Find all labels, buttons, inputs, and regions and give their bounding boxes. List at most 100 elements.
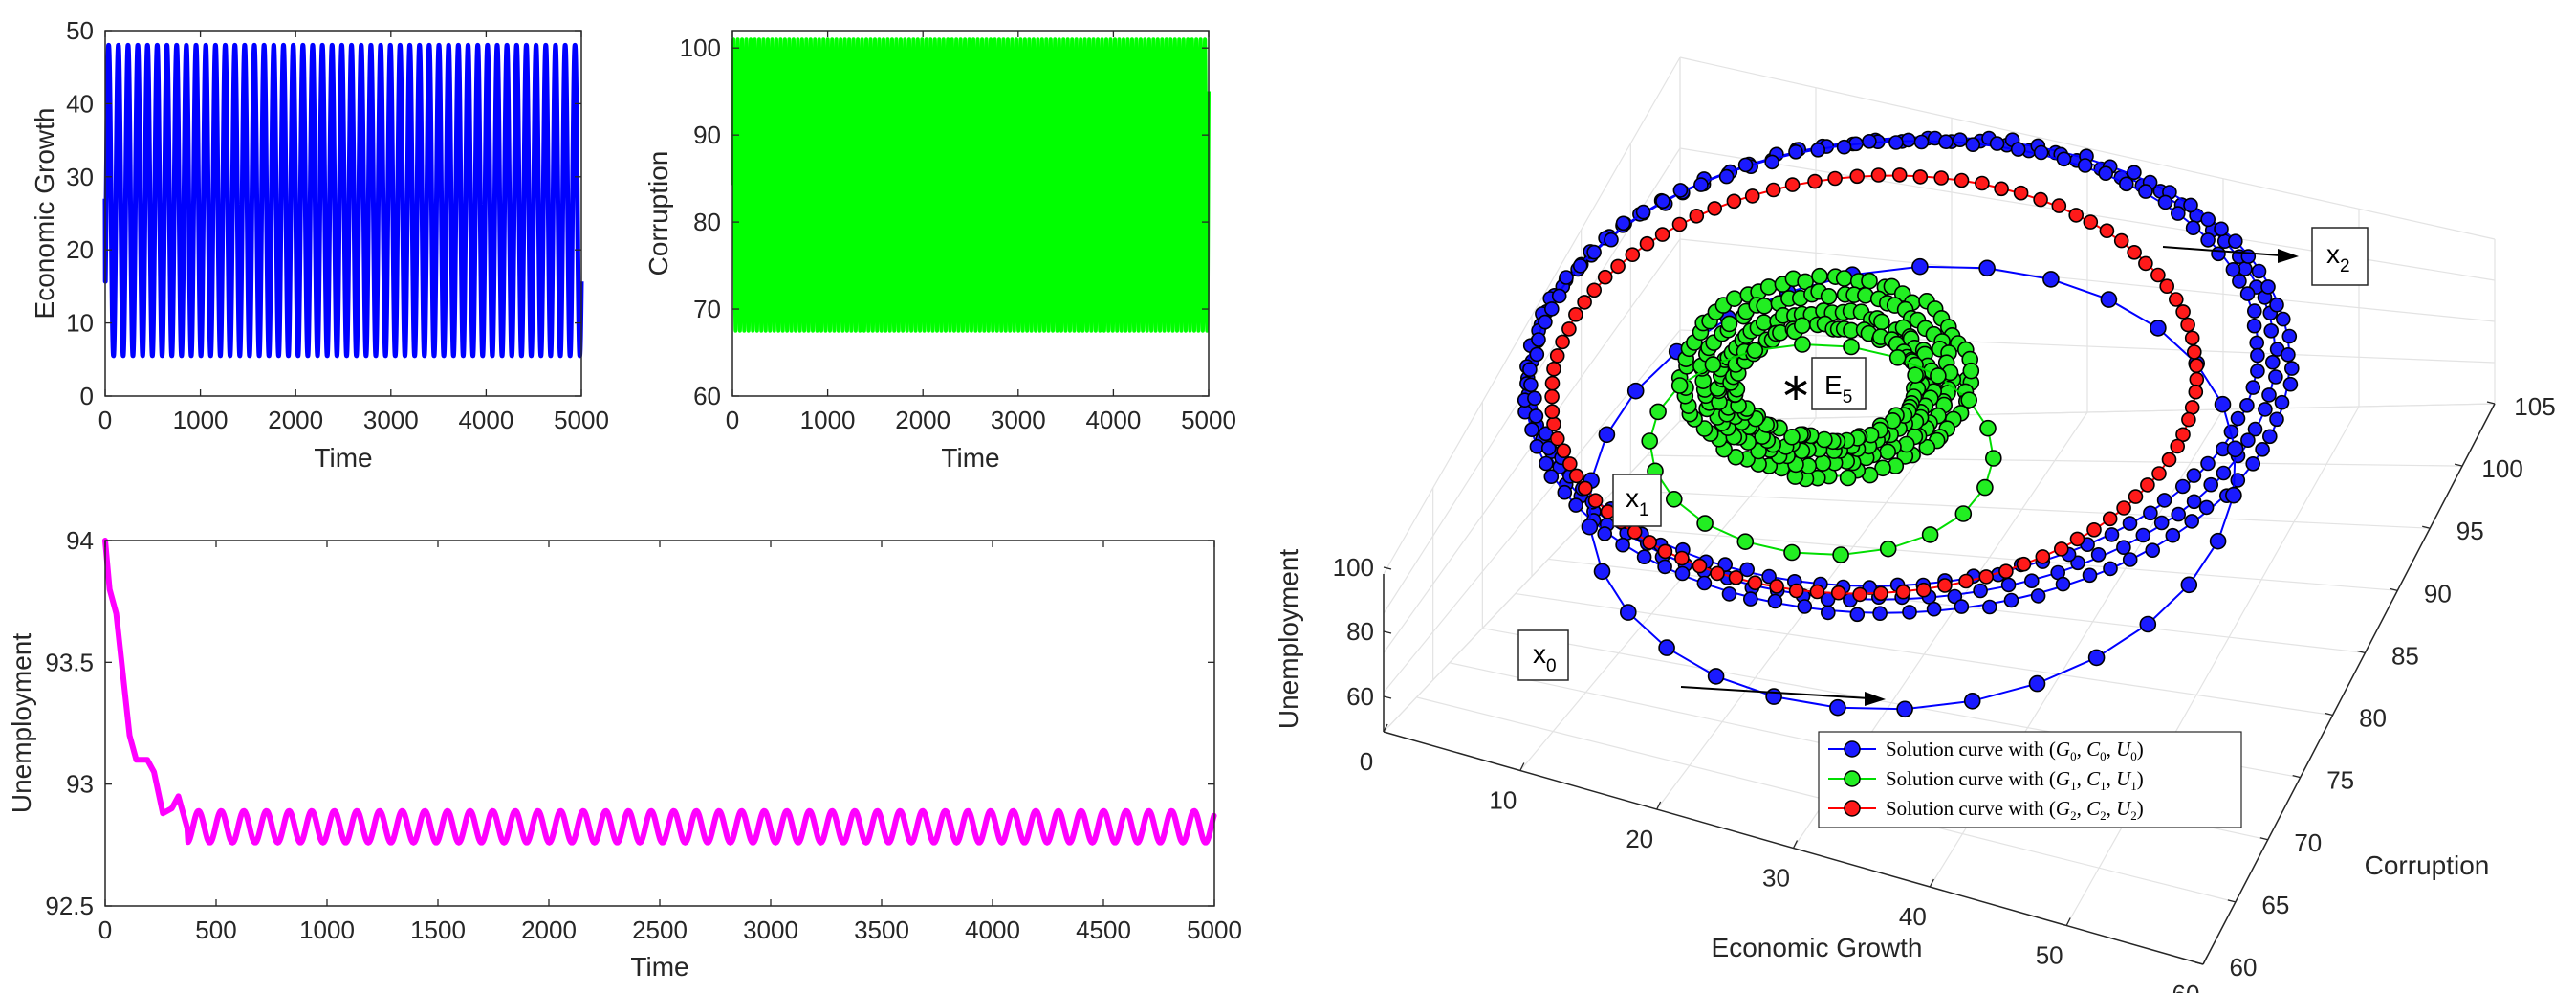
phase-series-0-point [1538,314,1553,330]
phase-series-2-point [1809,584,1825,600]
phase-series-0-point [2103,561,2118,577]
phase-gridline-floor-y-7 [1614,489,2431,529]
phase-series-0-point [2165,527,2181,543]
phase-series-0-point [1797,599,1813,614]
phase-series-0-point [2249,335,2264,351]
phase-series-0-point [2250,347,2265,364]
phase-z-tick-label-0: 60 [1346,682,1374,711]
phase-series-2-point [1674,550,1690,566]
phase-series-0-point [2138,184,2153,199]
phase-series-0-point [1604,232,1619,248]
phase-series-0-point [2226,440,2244,458]
phase-series-2-point [1639,235,1655,252]
phase-y-tick-mark-1 [2227,899,2237,903]
phase-series-0-point [1888,135,1904,150]
phase-series-0-point [2184,514,2199,529]
growth-x-tick-label-5: 5000 [554,406,609,434]
phase-z-ticks: 60 80 100 [1333,553,1392,711]
phase-series-1-point [1954,505,1973,522]
phase-series-1-point [1962,362,1980,380]
phase-series-0-point [2225,486,2242,504]
phase-series-0-point [1586,244,1602,260]
phase-series-0-point [1761,568,1777,585]
phase-series-0-point [2055,576,2071,592]
phase-series-0-point [2116,540,2131,556]
unemployment-x-tick-label-4: 2000 [521,916,577,944]
phase-series-0-point [2265,354,2281,370]
phase-series-0-point [2087,649,2106,667]
phase-gridline-floor-x-5 [2065,406,2360,926]
unemployment-x-tick-label-5: 2500 [632,916,688,944]
phase-series-2-point [1852,586,1867,603]
phase-series-2-point [2099,223,2115,238]
phase-series-2-point [1587,493,1604,509]
corruption-y-tick-label-2: 80 [693,208,721,236]
phase-x-tick-mark-6 [2202,956,2208,965]
phase-series-1-point [1794,336,1811,353]
phase-series-2-point [1975,175,1990,191]
phase-series-2-point [1657,543,1673,560]
phase-series-0-point [1965,137,1980,152]
phase-y-tick-label-5: 85 [2391,641,2419,670]
phase-series-2-point [2169,292,2184,307]
phase-series-1-point [1861,272,1878,290]
phase-y-tick-mark-2 [2259,837,2268,841]
phase-series-1-point [1918,438,1936,456]
phase-series-1-point [1759,278,1778,296]
growth-y-tick-label-2: 20 [66,235,94,264]
phase-series-0-point [1913,134,1930,150]
phase-series-0-point [1620,604,1637,621]
phase-gridline-floor-y-4 [1515,592,2333,717]
phase-series-0-point [1557,484,1573,500]
phase-y-tick-label-9: 105 [2514,392,2555,421]
phase-y-tick-mark-4 [2325,712,2333,717]
phase-series-1-point [1670,377,1689,394]
phase-series-1-point [1835,270,1853,287]
phase-series-2-point [1769,579,1784,594]
phase-series-0-point [2239,397,2255,413]
phase-z-tick-label-1: 80 [1346,617,1374,646]
corruption-x-tick-label-1: 1000 [800,406,856,434]
phase-series-0-point [1528,408,1544,424]
phase-series-2-point [1586,282,1602,298]
phase-series-2-point [1578,480,1593,496]
phase-y-label: Corruption [2365,850,2490,880]
phase-series-1 [1670,267,1980,488]
phase-series-0-point [1765,688,1782,705]
phase-series-1-point [1930,367,1947,385]
phase-series-2-point [2140,477,2155,493]
phase-series-0-point [2003,592,2019,608]
unemployment-y-ticks: 92.5 93 93.5 94 [45,526,1214,920]
phase-series-0-point [2030,588,2046,604]
phase-3d-grid [1383,56,2496,965]
unemployment-panel: 0 500 1000 1500 2000 2500 3000 3500 4000 4500 5000… [7,526,1242,982]
phase-series-0-point [1982,599,1997,615]
phase-series-0-point [1718,168,1735,185]
growth-y-tick-label-3: 30 [66,163,94,191]
phase-series-2-point [2086,521,2102,538]
phase-series-2-point [1870,167,1887,183]
legend-label-series-2: Solution curve with (G2, C2, U2) [1886,797,2144,823]
growth-x-tick-label-4: 4000 [458,406,513,434]
corruption-x-tick-label-0: 0 [726,406,739,434]
phase-series-0-point [1658,639,1675,656]
phase-series-0-point [2104,527,2120,542]
phase-series-0-point [2268,369,2283,385]
phase-series-2-point [2170,438,2185,454]
growth-x-ticks: 0 1000 2000 3000 4000 5000 [98,31,609,434]
growth-axes-box [104,30,582,397]
phase-series-2-point [1807,173,1823,189]
unemployment-x-tick-label-1: 500 [195,916,236,944]
phase-series-1-point [1811,267,1828,285]
phase-series-0-point [1523,377,1539,393]
phase-series-0-point [1635,204,1651,220]
phase-series-0-point [1829,698,1846,717]
phase-series-1 [1641,336,2002,563]
phase-series-0-point [1559,270,1574,285]
corruption-panel: 0 1000 2000 3000 4000 5000 60 70 80 90 100 Time C… [644,30,1236,473]
growth-panel: 0 1000 2000 3000 4000 5000 0 10 20 30 40 50 Time E… [30,16,609,473]
phase-series-0-point [2186,468,2202,483]
phase-series-0-point [1849,607,1866,623]
phase-series-0-point [2185,220,2201,235]
phase-series-2-point [1654,227,1670,242]
